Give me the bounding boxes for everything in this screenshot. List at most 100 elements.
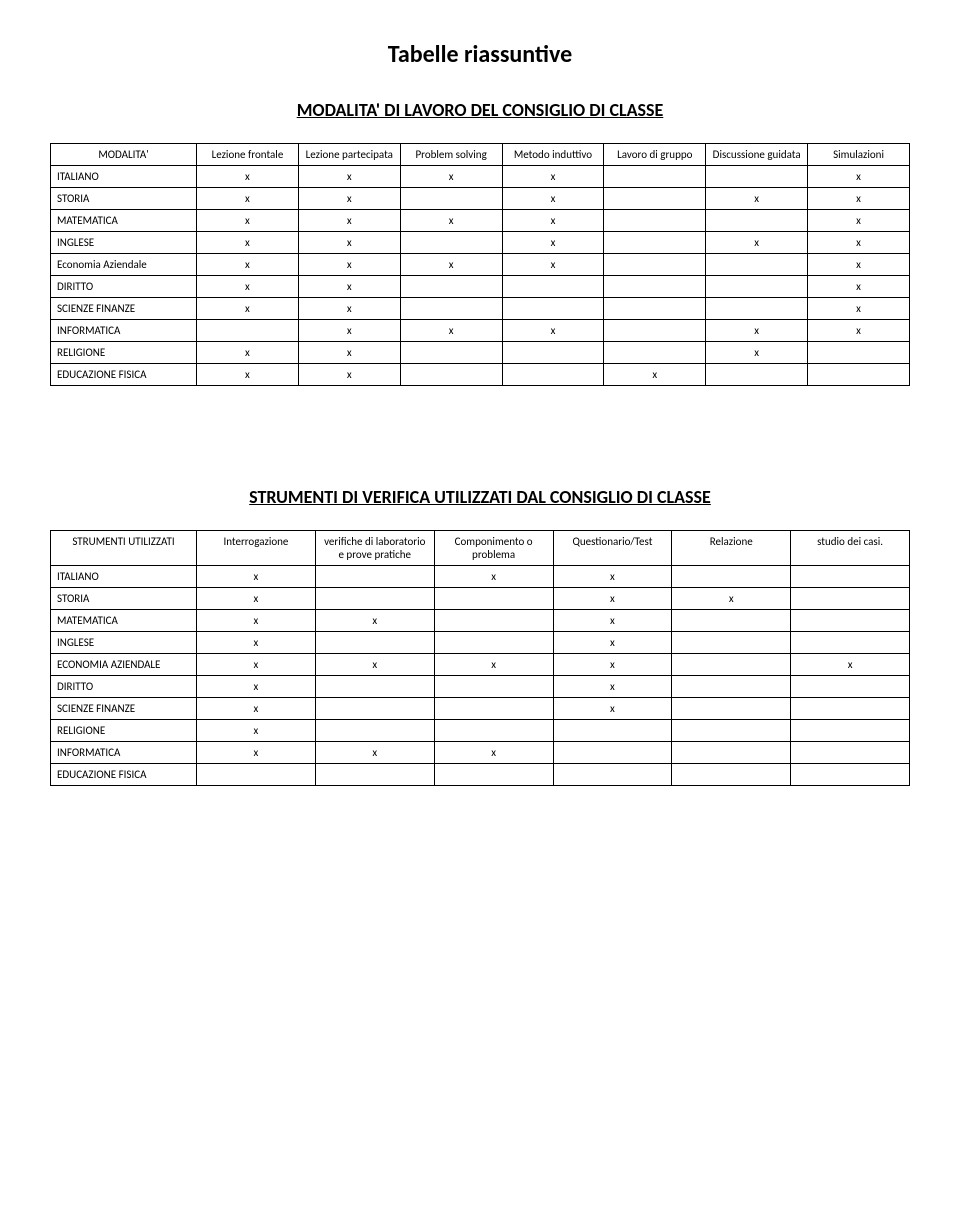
cell-mark: x	[400, 166, 502, 188]
cell-mark: x	[672, 588, 791, 610]
column-header: Relazione	[672, 531, 791, 566]
table-row: DIRITTOxx	[51, 676, 910, 698]
row-label: STORIA	[51, 188, 197, 210]
table1: MODALITA' Lezione frontaleLezione partec…	[50, 143, 910, 386]
cell-mark: x	[808, 210, 910, 232]
cell-mark	[604, 210, 706, 232]
cell-mark: x	[298, 364, 400, 386]
cell-mark: x	[298, 342, 400, 364]
cell-mark: x	[400, 320, 502, 342]
cell-mark: x	[808, 166, 910, 188]
cell-mark: x	[197, 698, 316, 720]
cell-mark	[434, 764, 553, 786]
cell-mark: x	[502, 254, 604, 276]
table1-title: MODALITA' DI LAVORO DEL CONSIGLIO DI CLA…	[50, 99, 910, 121]
table-row: ITALIANOxxx	[51, 566, 910, 588]
cell-mark	[400, 188, 502, 210]
table-row: MATEMATICAxxxxx	[51, 210, 910, 232]
row-label: ITALIANO	[51, 566, 197, 588]
cell-mark	[672, 610, 791, 632]
cell-mark: x	[706, 232, 808, 254]
cell-mark: x	[553, 654, 672, 676]
cell-mark: x	[197, 588, 316, 610]
cell-mark: x	[434, 742, 553, 764]
cell-mark	[672, 720, 791, 742]
cell-mark: x	[808, 254, 910, 276]
cell-mark	[791, 588, 910, 610]
cell-mark	[434, 720, 553, 742]
cell-mark	[604, 320, 706, 342]
cell-mark	[400, 298, 502, 320]
table-row: RELIGIONExxx	[51, 342, 910, 364]
cell-mark: x	[197, 654, 316, 676]
table1-header-label: MODALITA'	[51, 144, 197, 166]
cell-mark: x	[553, 566, 672, 588]
cell-mark: x	[298, 254, 400, 276]
cell-mark: x	[298, 320, 400, 342]
row-label: INGLESE	[51, 632, 197, 654]
cell-mark: x	[502, 320, 604, 342]
cell-mark: x	[197, 210, 299, 232]
cell-mark: x	[553, 698, 672, 720]
table-row: STORIAxxxxx	[51, 188, 910, 210]
cell-mark	[315, 720, 434, 742]
cell-mark	[672, 654, 791, 676]
cell-mark	[706, 166, 808, 188]
cell-mark: x	[706, 320, 808, 342]
cell-mark	[672, 698, 791, 720]
cell-mark	[434, 676, 553, 698]
row-label: RELIGIONE	[51, 720, 197, 742]
cell-mark	[400, 364, 502, 386]
cell-mark: x	[400, 210, 502, 232]
column-header: Questionario/Test	[553, 531, 672, 566]
table-row: ITALIANOxxxxx	[51, 166, 910, 188]
row-label: INFORMATICA	[51, 320, 197, 342]
cell-mark	[706, 364, 808, 386]
cell-mark: x	[298, 232, 400, 254]
cell-mark: x	[197, 342, 299, 364]
cell-mark	[791, 720, 910, 742]
cell-mark	[502, 342, 604, 364]
cell-mark	[400, 342, 502, 364]
page-title: Tabelle riassuntive	[50, 40, 910, 69]
cell-mark	[502, 298, 604, 320]
cell-mark: x	[197, 676, 316, 698]
cell-mark	[706, 276, 808, 298]
row-label: Economia Aziendale	[51, 254, 197, 276]
cell-mark: x	[197, 632, 316, 654]
table-row: Economia Aziendalexxxxx	[51, 254, 910, 276]
row-label: EDUCAZIONE FISICA	[51, 764, 197, 786]
cell-mark	[791, 764, 910, 786]
table-row: INGLESExxxxx	[51, 232, 910, 254]
cell-mark: x	[502, 232, 604, 254]
cell-mark	[604, 298, 706, 320]
row-label: SCIENZE FINANZE	[51, 698, 197, 720]
cell-mark: x	[298, 188, 400, 210]
cell-mark: x	[298, 298, 400, 320]
cell-mark: x	[197, 188, 299, 210]
cell-mark: x	[434, 566, 553, 588]
table-row: EDUCAZIONE FISICAxxx	[51, 364, 910, 386]
cell-mark: x	[197, 166, 299, 188]
cell-mark	[672, 742, 791, 764]
table-row: ECONOMIA AZIENDALExxxxx	[51, 654, 910, 676]
table1-body: ITALIANOxxxxxSTORIAxxxxxMATEMATICAxxxxxI…	[51, 166, 910, 386]
cell-mark: x	[197, 742, 316, 764]
cell-mark: x	[502, 166, 604, 188]
row-label: SCIENZE FINANZE	[51, 298, 197, 320]
cell-mark: x	[808, 232, 910, 254]
table2-body: ITALIANOxxxSTORIAxxxMATEMATICAxxxINGLESE…	[51, 566, 910, 786]
cell-mark: x	[197, 610, 316, 632]
table2-header-row: STRUMENTI UTILIZZATI Interrogazioneverif…	[51, 531, 910, 566]
cell-mark	[315, 588, 434, 610]
cell-mark	[706, 298, 808, 320]
cell-mark: x	[197, 720, 316, 742]
row-label: INGLESE	[51, 232, 197, 254]
column-header: studio dei casi.	[791, 531, 910, 566]
table2: STRUMENTI UTILIZZATI Interrogazioneverif…	[50, 530, 910, 786]
cell-mark: x	[553, 588, 672, 610]
row-label: EDUCAZIONE FISICA	[51, 364, 197, 386]
column-header: verifiche di laboratorio e prove pratich…	[315, 531, 434, 566]
cell-mark: x	[197, 232, 299, 254]
cell-mark: x	[298, 166, 400, 188]
